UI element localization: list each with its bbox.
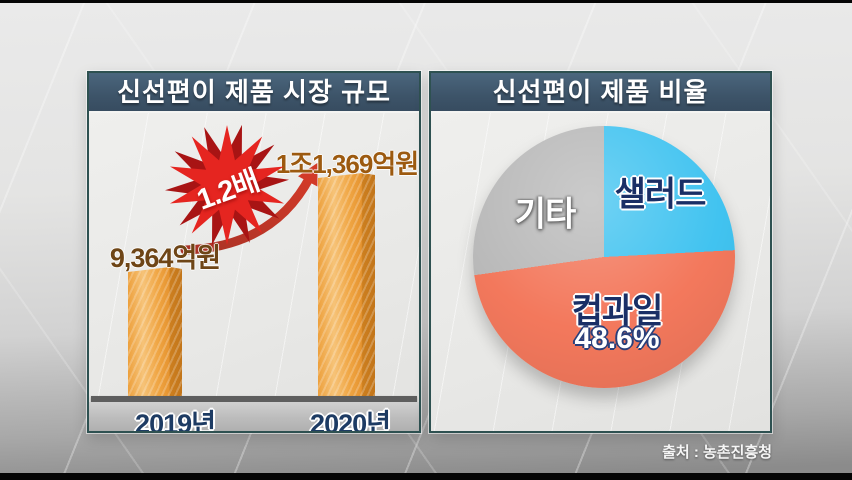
growth-badge: 1.2배	[165, 123, 289, 247]
bottom-letterbox	[0, 473, 852, 480]
ratio-panel: 신선편이 제품 비율 기타 샐러드 컵과일 48.6%	[429, 71, 772, 433]
axis-baseline	[91, 396, 417, 402]
bar-2020	[318, 173, 375, 396]
pie-chart-area: 기타 샐러드 컵과일 48.6%	[431, 113, 770, 431]
bar-2019	[128, 267, 182, 396]
top-letterbox	[0, 0, 852, 3]
pie-label-salad: 샐러드	[614, 175, 707, 214]
year-label-2020: 2020년	[310, 409, 391, 431]
market-size-title: 신선편이 제품 시장 규모	[89, 73, 419, 113]
market-size-panel: 신선편이 제품 시장 규모 9,364억원 1조1,369억원	[87, 71, 421, 433]
bar-chart: 9,364억원 1조1,369억원 1.2배 2019년 2020년	[89, 113, 419, 431]
pie-label-etc: 기타	[514, 195, 577, 234]
pie-label-cupfruit: 컵과일	[571, 292, 664, 331]
source-label: 출처 : 농촌진흥청	[662, 444, 772, 461]
year-label-2019: 2019년	[135, 409, 216, 431]
value-label-2019: 9,364억원	[109, 243, 221, 273]
pie-percent-cupfruit: 48.6%	[574, 322, 660, 355]
ratio-title: 신선편이 제품 비율	[431, 73, 770, 113]
value-label-2020: 1조1,369억원	[275, 149, 419, 179]
starburst-icon	[165, 124, 289, 246]
axis-band: 2019년 2020년	[89, 402, 419, 431]
pie-chart	[473, 126, 735, 388]
